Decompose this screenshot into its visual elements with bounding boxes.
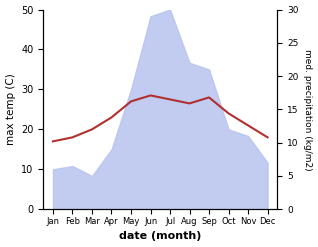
Y-axis label: max temp (C): max temp (C) [5,74,16,145]
X-axis label: date (month): date (month) [119,231,202,242]
Y-axis label: med. precipitation (kg/m2): med. precipitation (kg/m2) [303,49,313,170]
